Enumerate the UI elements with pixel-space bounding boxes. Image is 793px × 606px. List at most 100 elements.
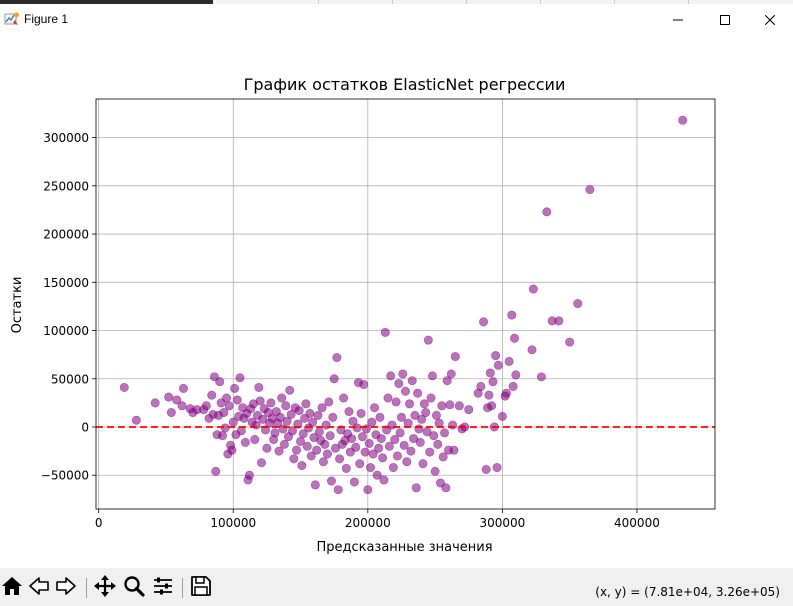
data-point [305, 408, 315, 418]
data-point [448, 420, 458, 430]
minimize-icon [673, 15, 683, 25]
data-point [387, 420, 397, 430]
residual-scatter-chart: 0 100000 200000 300000 400000 −50000 0 50000 100… [10, 75, 716, 555]
data-point [286, 409, 296, 419]
data-point [321, 420, 331, 430]
data-point [366, 463, 376, 473]
data-point [352, 423, 362, 433]
data-point [396, 412, 406, 422]
data-point [322, 449, 332, 459]
data-point [507, 310, 517, 320]
maximize-button[interactable] [702, 4, 748, 35]
x-tick-label: 400000 [614, 516, 660, 530]
configure-subplots-icon [152, 575, 174, 601]
data-point [326, 476, 336, 486]
data-point [429, 431, 439, 441]
data-point [287, 426, 297, 436]
data-point [554, 316, 564, 326]
data-point [341, 463, 351, 473]
chart-title: График остатков ElasticNet регрессии [244, 75, 566, 94]
data-point [329, 374, 339, 384]
data-point [430, 466, 440, 476]
data-point [484, 390, 494, 400]
data-point [374, 443, 384, 453]
data-point [399, 440, 409, 450]
data-point [434, 418, 444, 428]
window-titlebar[interactable]: Figure 1 [0, 4, 793, 35]
y-tick-label: −50000 [41, 469, 89, 483]
data-point [440, 428, 450, 438]
data-point [298, 429, 308, 439]
data-point [384, 441, 394, 451]
save-button[interactable] [189, 576, 213, 599]
home-button[interactable] [0, 577, 24, 599]
data-point [411, 483, 421, 493]
data-point [236, 426, 246, 436]
data-point [349, 477, 359, 487]
data-point [257, 458, 267, 468]
data-point [289, 454, 299, 464]
data-point [427, 371, 437, 381]
data-point [438, 452, 448, 462]
data-point [344, 407, 354, 417]
data-point [301, 399, 311, 409]
data-point [357, 432, 367, 442]
data-point [207, 390, 217, 400]
data-point [317, 403, 327, 413]
data-point [262, 443, 272, 453]
data-point [398, 369, 408, 379]
data-point [493, 360, 503, 370]
data-point [378, 453, 388, 463]
data-point [363, 485, 373, 495]
data-point [425, 447, 435, 457]
forward-button[interactable] [54, 577, 78, 599]
taskbar-strip [0, 0, 793, 4]
data-point [281, 401, 291, 411]
pan-button[interactable] [93, 575, 117, 601]
data-point [394, 379, 404, 389]
figure-canvas[interactable]: 0 100000 200000 300000 400000 −50000 0 50000 100… [0, 35, 793, 568]
data-point [351, 442, 361, 452]
data-point [450, 352, 460, 362]
data-point [224, 401, 234, 411]
configure-subplots-button[interactable] [151, 577, 175, 599]
close-button[interactable] [747, 4, 793, 35]
data-point [324, 397, 334, 407]
data-point [219, 408, 229, 418]
data-point [433, 439, 443, 449]
data-point [250, 435, 260, 445]
data-point [314, 427, 324, 437]
data-point [274, 446, 284, 456]
x-tick-label: 300000 [479, 516, 525, 530]
data-point [437, 401, 447, 411]
zoom-button[interactable] [122, 576, 146, 599]
data-point [528, 284, 538, 294]
data-point [536, 372, 546, 382]
y-tick-label: 50000 [51, 372, 89, 386]
data-point [240, 437, 250, 447]
data-point [414, 424, 424, 434]
data-point [403, 418, 413, 428]
minimize-button[interactable] [655, 4, 701, 35]
back-button[interactable] [27, 577, 51, 599]
data-point [485, 368, 495, 378]
data-point [487, 401, 497, 411]
data-point [423, 335, 433, 345]
y-tick-label: 100000 [43, 324, 89, 338]
data-point [312, 445, 322, 455]
data-point [230, 383, 240, 393]
data-point [313, 410, 323, 420]
data-point [405, 399, 415, 409]
data-point [325, 431, 335, 441]
pan-icon [94, 575, 116, 601]
data-point [361, 424, 371, 434]
data-point [310, 480, 320, 490]
data-point [131, 415, 141, 425]
window-title: Figure 1 [24, 12, 69, 26]
data-point [511, 370, 521, 380]
data-point [402, 457, 412, 467]
data-point [441, 483, 451, 493]
data-point [585, 185, 595, 195]
home-icon [1, 576, 23, 600]
data-point [388, 463, 398, 473]
